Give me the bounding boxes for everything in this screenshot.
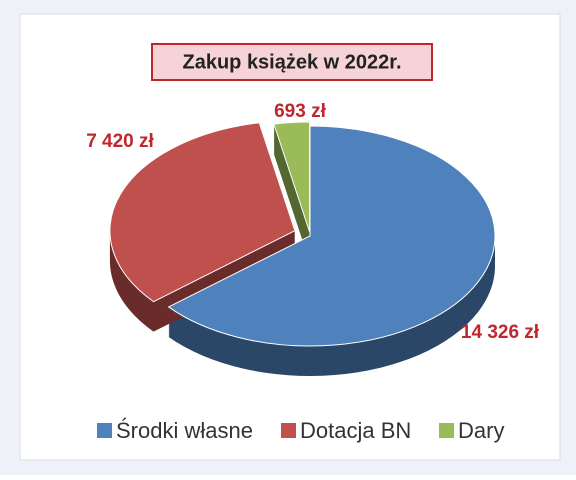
legend-swatch: [97, 423, 112, 438]
data-label: 7 420 zł: [86, 131, 154, 152]
legend-label: Dotacja BN: [300, 418, 411, 443]
chart-title: Zakup książek w 2022r.: [182, 51, 401, 73]
pie-slice: [167, 125, 496, 347]
data-label: 693 zł: [274, 101, 326, 122]
data-label: 14 326 zł: [461, 322, 540, 343]
pie-slice: [109, 122, 296, 303]
legend-label: Dary: [458, 418, 504, 443]
legend-label: Środki własne: [116, 418, 253, 443]
title-box: [151, 43, 433, 81]
legend-swatch: [439, 423, 454, 438]
pie-slice: [273, 121, 311, 233]
legend-swatch: [281, 423, 296, 438]
